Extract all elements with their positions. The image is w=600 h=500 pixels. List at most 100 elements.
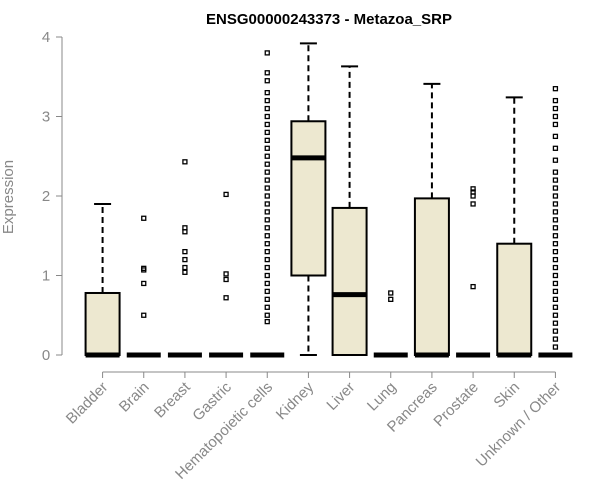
outlier-point [553,170,557,174]
x-tick-label: Bladder [63,379,112,428]
x-tick-label: Breast [151,378,194,421]
outlier-point [553,178,557,182]
outlier-point [265,226,269,230]
outlier-point [183,266,187,270]
box-prostate [456,187,490,355]
outlier-point [553,345,557,349]
outlier-point [183,258,187,262]
outlier-point [265,122,269,126]
outlier-point [553,242,557,246]
y-axis-label: Expression [0,160,17,234]
outlier-point [553,258,557,262]
outlier-point [265,194,269,198]
outlier-point [265,146,269,150]
outlier-point [265,107,269,111]
outlier-point [553,87,557,91]
outlier-point [265,242,269,246]
box-skin [497,97,531,355]
box-rect [291,121,325,275]
outlier-point [265,99,269,103]
outlier-point [142,281,146,285]
outlier-point [224,277,228,281]
x-tick-label: Kidney [273,378,318,423]
outlier-point [265,274,269,278]
outlier-point [265,234,269,238]
outlier-point [471,187,475,191]
outlier-point [265,210,269,214]
box-gastric [209,192,243,355]
outlier-point [265,51,269,55]
outlier-point [471,202,475,206]
outlier-point [553,218,557,222]
outlier-point [553,250,557,254]
outlier-point [553,289,557,293]
outlier-point [183,160,187,164]
outlier-point [265,162,269,166]
outlier-point [553,337,557,341]
outlier-point [265,91,269,95]
outlier-point [553,274,557,278]
outlier-point [553,202,557,206]
outlier-point [553,194,557,198]
outlier-point [183,226,187,230]
chart-title: ENSG00000243373 - Metazoa_SRP [206,11,452,28]
outlier-point [553,305,557,309]
boxes-group [86,43,573,355]
x-tick-label: Brain [116,379,153,416]
box-rect [86,293,120,355]
outlier-point [553,234,557,238]
box-brain [127,216,161,355]
outlier-point [553,158,557,162]
x-tick-label: Liver [323,379,358,414]
outlier-point [553,329,557,333]
outlier-point [553,266,557,270]
outlier-point [553,313,557,317]
outlier-point [265,71,269,75]
outlier-point [265,130,269,134]
x-tick-label: Skin [490,379,523,412]
y-tick-label: 1 [42,268,50,285]
outlier-point [553,297,557,301]
outlier-point [265,258,269,262]
box-rect [333,208,367,355]
outlier-point [265,79,269,83]
outlier-point [471,285,475,289]
x-tick-label: Prostate [430,379,482,431]
outlier-point [224,296,228,300]
outlier-point [183,250,187,254]
outlier-point [553,115,557,119]
outlier-point [224,192,228,196]
outlier-point [553,107,557,111]
outlier-point [553,122,557,126]
box-rect [415,198,449,355]
box-rect [497,244,531,355]
box-pancreas [415,84,449,355]
outlier-point [553,186,557,190]
outlier-point [553,281,557,285]
y-axis: 0 1 2 3 4 [42,29,62,364]
box-bladder [86,204,120,355]
outlier-point [265,250,269,254]
x-tick-label: Lung [364,379,400,415]
outlier-point [265,115,269,119]
box-lung [374,291,408,355]
box-kidney [291,43,325,355]
box-liver [333,66,367,355]
outlier-point [553,226,557,230]
box-breast [168,160,202,355]
outlier-point [389,291,393,295]
outlier-point [553,321,557,325]
outlier-point [265,170,269,174]
y-tick-label: 0 [42,347,50,364]
outlier-point [183,270,187,274]
outlier-point [265,281,269,285]
boxplot-chart: ENSG00000243373 - Metazoa_SRP Expression… [0,0,600,500]
outlier-point [553,134,557,138]
outlier-point [265,178,269,182]
outlier-point [265,202,269,206]
y-tick-label: 2 [42,188,50,205]
box-unknown-other [538,87,572,355]
outlier-point [224,272,228,276]
outlier-point [553,146,557,150]
